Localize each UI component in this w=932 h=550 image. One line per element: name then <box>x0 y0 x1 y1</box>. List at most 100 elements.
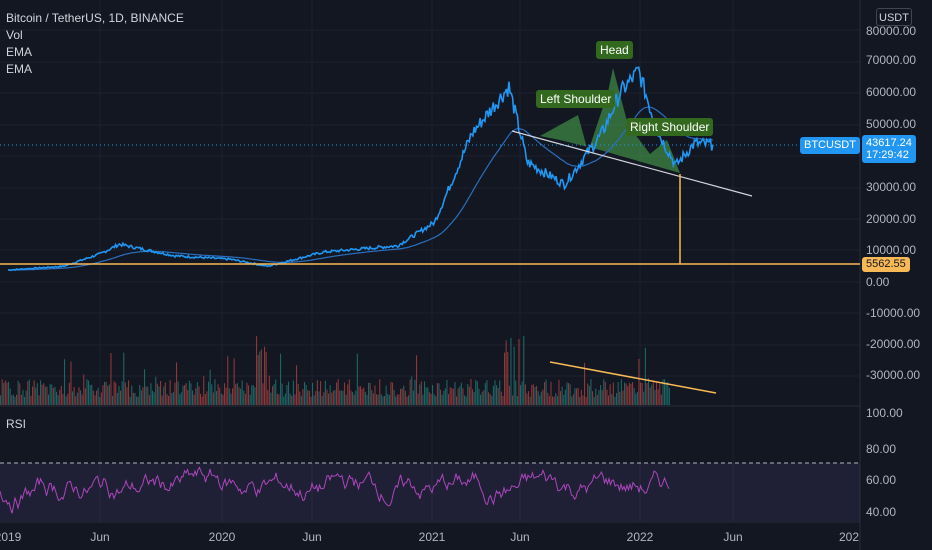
price-tick: 70000.00 <box>866 53 917 67</box>
volume-bar <box>372 393 374 405</box>
volume-bar <box>540 391 542 405</box>
volume-bar <box>646 383 648 405</box>
volume-bar <box>158 386 160 405</box>
volume-bar <box>257 355 259 405</box>
volume-bar <box>201 396 203 405</box>
volume-bar <box>118 386 120 405</box>
volume-bar <box>280 353 282 405</box>
volume-bar <box>377 394 379 405</box>
volume-bar <box>232 388 234 405</box>
volume-bar <box>478 388 480 405</box>
volume-bar <box>286 385 288 405</box>
chart-title[interactable]: Bitcoin / TetherUS, 1D, BINANCE <box>6 11 184 25</box>
volume-bar <box>38 395 40 405</box>
indicator-ema-1[interactable]: EMA <box>6 45 33 59</box>
volume-bar <box>324 380 326 405</box>
volume-bar <box>627 386 629 405</box>
volume-bar <box>558 379 560 405</box>
volume-bar <box>11 395 13 405</box>
volume-bar <box>395 396 397 405</box>
volume-bar <box>296 365 298 405</box>
volume-bar <box>304 382 306 405</box>
volume-bar <box>64 359 66 405</box>
volume-bar <box>486 380 488 405</box>
volume-bar <box>508 385 510 405</box>
symbol-tag: BTCUSDT <box>800 137 860 154</box>
volume-bar <box>529 396 531 405</box>
volume-bar <box>190 383 192 405</box>
left-shoulder-label[interactable]: Left Shoulder <box>536 90 616 108</box>
ema-line <box>8 106 713 271</box>
head-label[interactable]: Head <box>596 41 633 59</box>
volume-bar <box>132 392 134 405</box>
volume-bar <box>337 379 339 405</box>
volume-bar <box>644 347 646 405</box>
indicator-ema-2[interactable]: EMA <box>6 62 33 76</box>
volume-bar <box>209 369 211 405</box>
time-tick: 2022 <box>626 530 654 544</box>
volume-bar <box>70 361 72 405</box>
volume-bar <box>110 353 112 405</box>
rsi-indicator-label[interactable]: RSI <box>6 417 27 431</box>
volume-bar <box>656 382 658 405</box>
price-line <box>7 66 714 272</box>
volume-bar <box>361 389 363 405</box>
neckline-trendline[interactable] <box>511 130 753 197</box>
volume-bar <box>596 394 598 405</box>
volume-bar <box>515 380 517 405</box>
volume-bar <box>539 395 541 405</box>
volume-bar <box>630 383 632 405</box>
time-tick: Jun <box>723 530 743 544</box>
volume-bar <box>457 388 459 405</box>
volume-bar <box>284 393 286 405</box>
volume-bar <box>516 396 518 405</box>
volume-bar <box>131 385 133 405</box>
volume-bar <box>412 390 414 405</box>
volume-bar <box>401 388 403 405</box>
volume-bar <box>185 383 187 405</box>
volume-bar <box>428 392 430 405</box>
volume-bar <box>609 384 611 405</box>
volume-bar <box>283 396 285 405</box>
volume-bar <box>164 382 166 405</box>
price-tick: -30000.00 <box>866 368 921 382</box>
volume-bar <box>622 390 624 405</box>
volume-trendline[interactable] <box>549 361 717 394</box>
volume-bar <box>216 391 218 405</box>
volume-bar <box>276 393 278 405</box>
volume-bar <box>584 362 586 405</box>
volume-bar <box>156 383 158 405</box>
volume-bar <box>112 395 114 405</box>
currency-button[interactable]: USDT <box>876 8 912 26</box>
volume-bar <box>560 391 562 405</box>
volume-bar <box>240 388 242 405</box>
volume-bar <box>472 389 474 405</box>
volume-bar <box>569 384 571 405</box>
volume-bar <box>484 383 486 405</box>
volume-bar <box>46 386 48 405</box>
volume-bar <box>17 380 19 405</box>
volume-bar <box>649 387 651 405</box>
volume-bar <box>8 381 10 405</box>
volume-bar <box>638 358 640 405</box>
volume-bar <box>211 384 213 405</box>
volume-bar <box>120 390 122 405</box>
volume-bar <box>113 381 115 405</box>
right-shoulder-label[interactable]: Right Shoulder <box>626 118 714 136</box>
volume-bar <box>6 382 8 405</box>
time-tick: Jun <box>302 530 322 544</box>
volume-bar <box>14 396 16 405</box>
volume-bar <box>329 385 331 405</box>
volume-bar <box>3 382 5 405</box>
volume-bar <box>289 393 291 405</box>
indicator-vol[interactable]: Vol <box>6 28 23 42</box>
volume-bar <box>75 396 77 405</box>
volume-bar <box>204 394 206 405</box>
volume-bar <box>16 394 18 405</box>
volume-bar <box>608 395 610 405</box>
volume-bar <box>323 392 325 405</box>
volume-bar <box>68 382 70 405</box>
volume-bar <box>572 394 574 405</box>
volume-bar <box>84 388 86 405</box>
